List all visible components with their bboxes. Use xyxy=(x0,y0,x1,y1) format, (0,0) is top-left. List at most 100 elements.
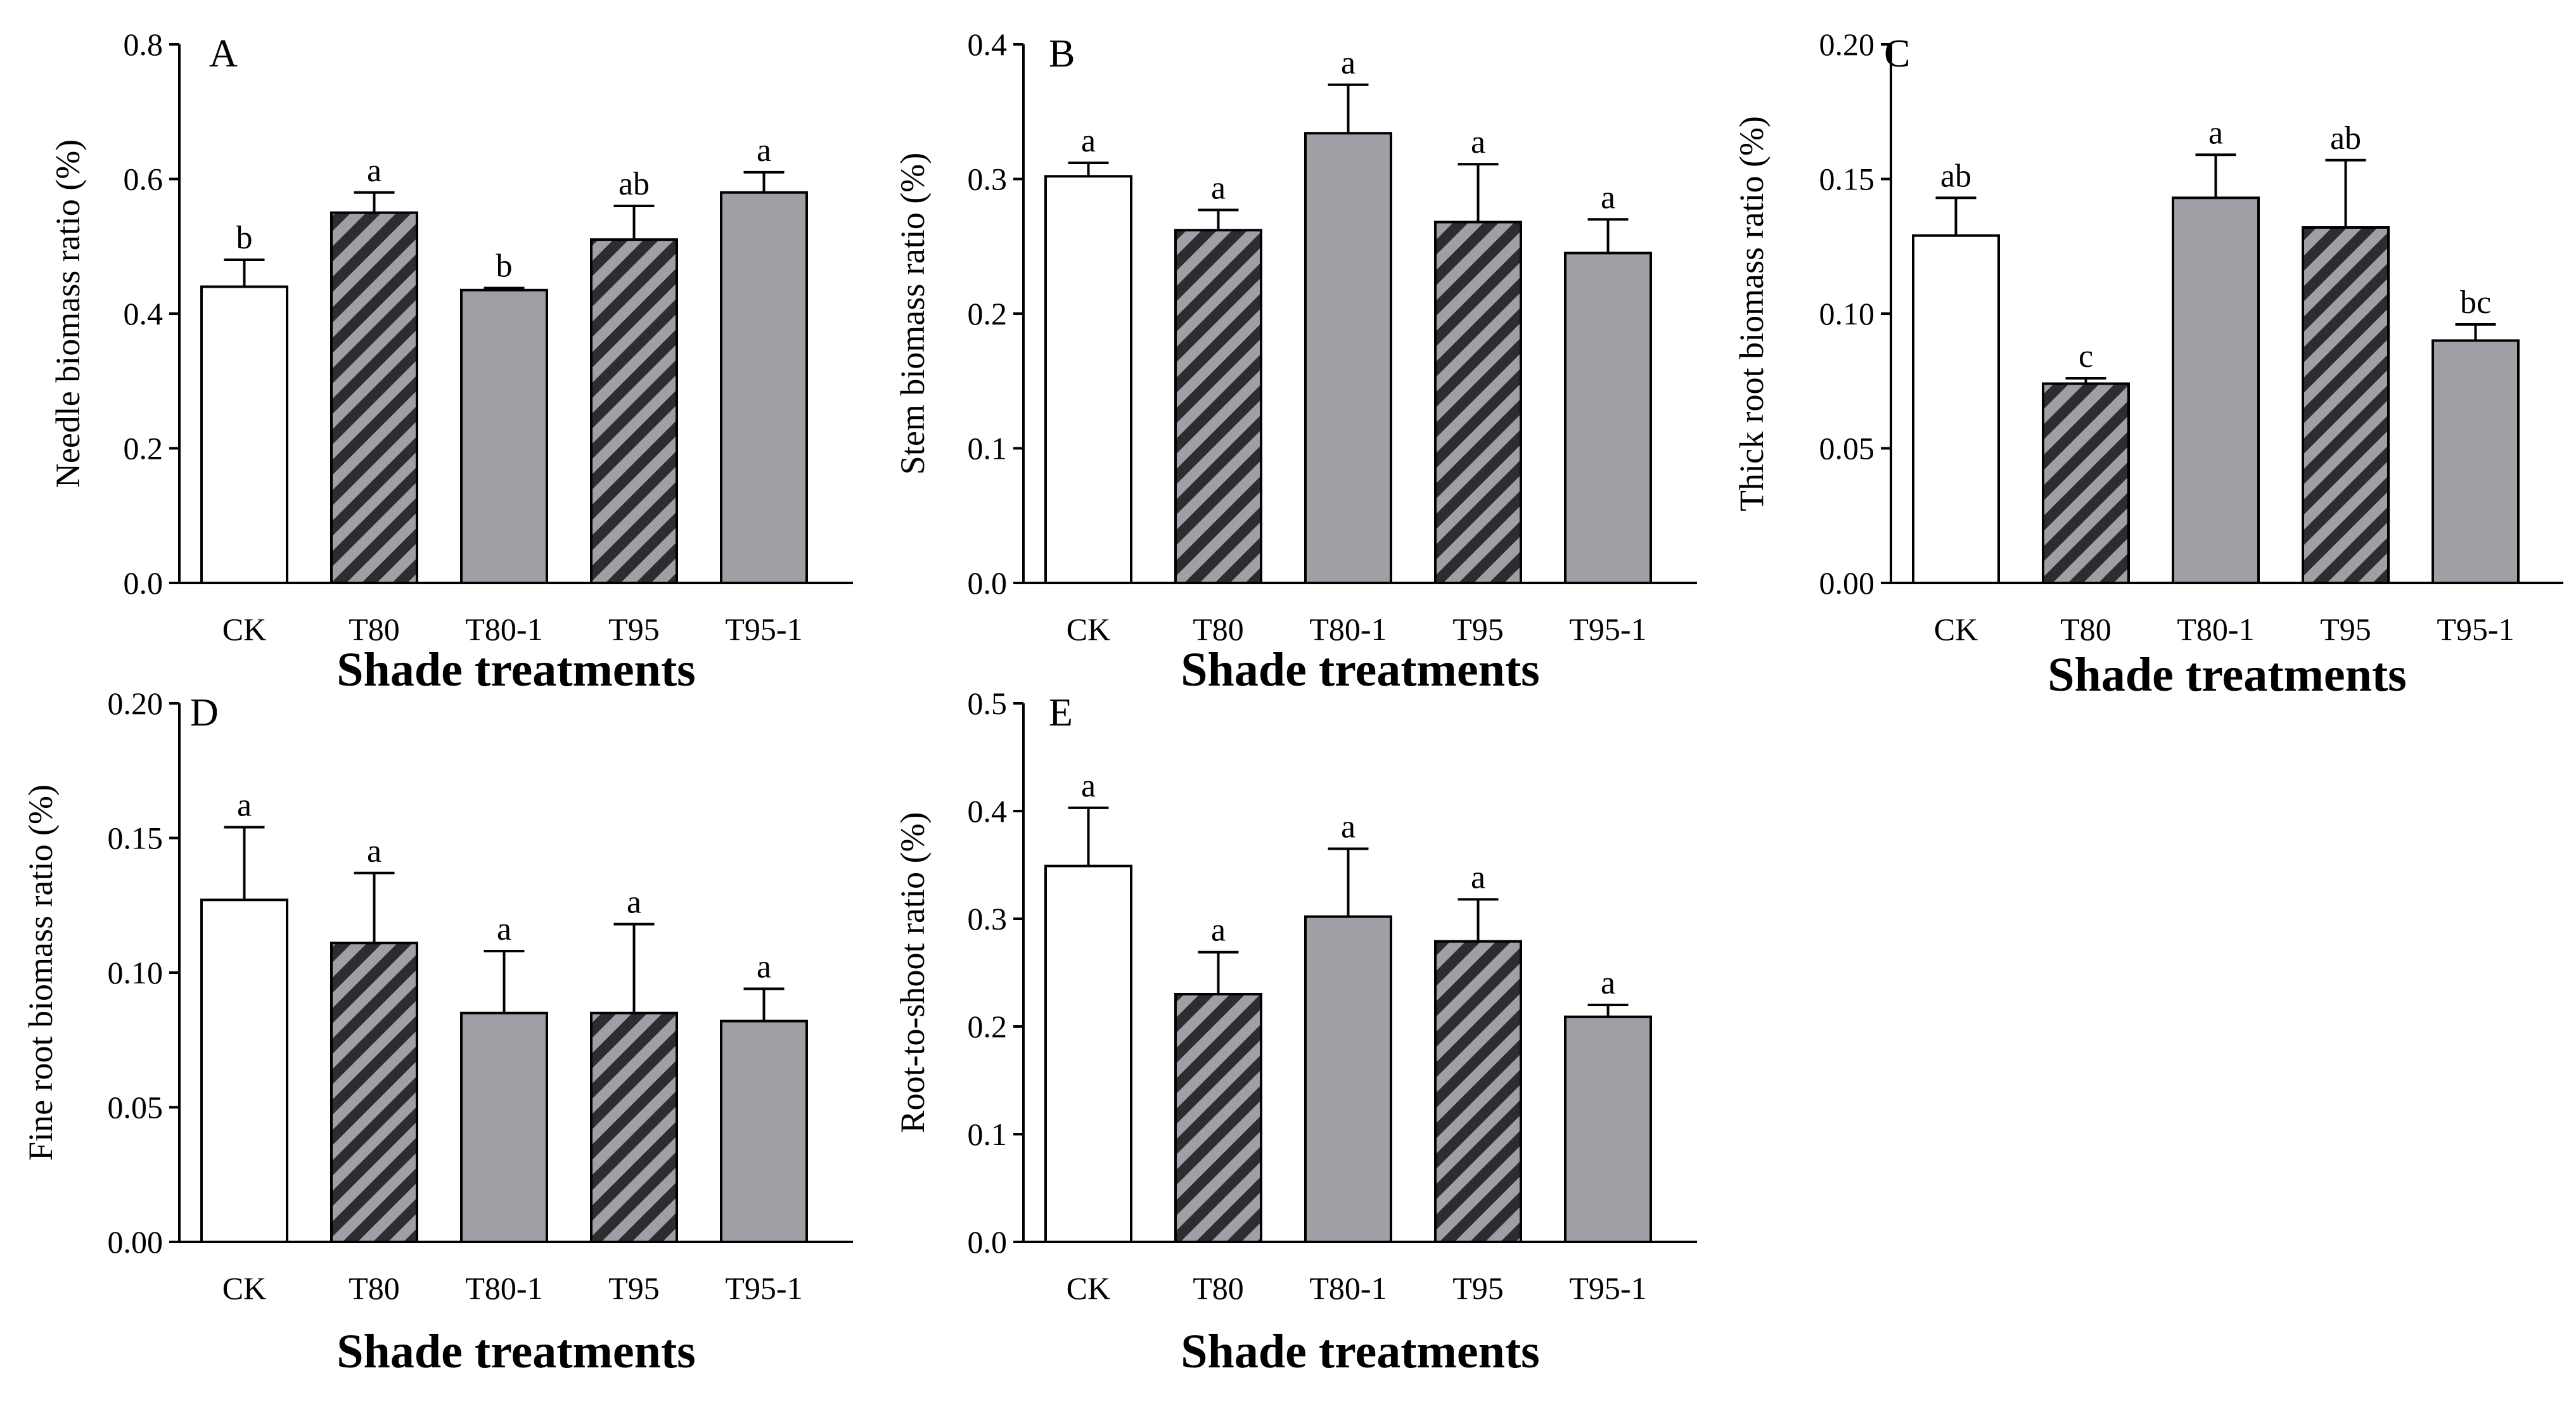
significance-letter: a xyxy=(367,153,381,189)
significance-letter: c xyxy=(2079,338,2093,374)
significance-letter: a xyxy=(367,833,381,869)
y-tick-label: 0.4 xyxy=(124,296,163,331)
x-axis-label: Shade treatments xyxy=(2047,648,2406,701)
y-tick-label: 0.00 xyxy=(108,1224,163,1260)
x-axis-label: Shade treatments xyxy=(1181,643,1539,696)
bar-t80-1 xyxy=(1304,132,1392,584)
y-tick-label: 0.8 xyxy=(124,27,163,62)
x-tick-label: T80 xyxy=(1193,1270,1244,1306)
y-tick-label: 0.4 xyxy=(968,793,1008,829)
x-axis-label: Shade treatments xyxy=(336,643,695,696)
significance-letter: b xyxy=(236,220,253,256)
significance-letter: a xyxy=(757,949,771,985)
bar-t95-1 xyxy=(720,191,808,584)
x-axis-label: Shade treatments xyxy=(336,1325,695,1378)
significance-letter: a xyxy=(1341,45,1355,81)
significance-letter: ab xyxy=(1940,158,1971,194)
panel-e: 0.0 0.1 0.2 0.3 0.4 0.5 a CK a T80 a T80-1 a T95 a T95-… xyxy=(894,686,1697,1378)
x-tick-label: T95-1 xyxy=(2437,611,2514,647)
y-tick-label: 0.15 xyxy=(1819,162,1875,197)
x-tick-label: T95 xyxy=(608,611,660,647)
bar-t80 xyxy=(2042,382,2130,584)
significance-letter: a xyxy=(1601,965,1615,1001)
bar-t95-1 xyxy=(1564,1015,1652,1243)
bar-t80-1 xyxy=(1304,915,1392,1243)
y-tick-label: 0.20 xyxy=(1819,27,1875,62)
bar-t80 xyxy=(1174,229,1262,584)
x-tick-label: T80-1 xyxy=(1309,1270,1387,1306)
x-tick-label: T95-1 xyxy=(725,611,802,647)
significance-letter: a xyxy=(757,132,771,169)
panel-d: 0.00 0.05 0.10 0.15 0.20 a CK a T80 a T80-1 a T95 a T9… xyxy=(22,686,853,1378)
y-tick-label: 0.4 xyxy=(968,27,1008,62)
panel-letter: E xyxy=(1049,691,1073,734)
bar-ck xyxy=(200,285,288,584)
bar-t80-1 xyxy=(460,1011,548,1243)
x-tick-label: CK xyxy=(1934,611,1978,647)
y-tick-label: 0.2 xyxy=(968,1009,1008,1044)
significance-letter: ab xyxy=(618,166,650,202)
y-tick-label: 0.00 xyxy=(1819,565,1875,601)
y-tick-label: 0.2 xyxy=(968,296,1008,331)
significance-letter: a xyxy=(1471,859,1485,895)
panel-letter: B xyxy=(1049,32,1075,75)
y-tick-label: 0.3 xyxy=(968,162,1008,197)
panel-c: 0.00 0.05 0.10 0.15 0.20 ab CK c T80 a T80-1 ab T95 b… xyxy=(1733,27,2563,701)
x-tick-label: T95 xyxy=(2320,611,2371,647)
x-tick-label: T80 xyxy=(349,611,400,647)
significance-letter: a xyxy=(1081,768,1096,804)
y-tick-label: 0.1 xyxy=(968,431,1008,466)
x-tick-label: CK xyxy=(222,1270,266,1306)
panel-letter: D xyxy=(190,691,219,734)
bar-t95-1 xyxy=(1564,252,1652,584)
y-axis-label: Fine root biomass ratio (%) xyxy=(22,784,60,1161)
bar-ck xyxy=(1044,864,1132,1243)
x-tick-label: T80 xyxy=(349,1270,400,1306)
bar-t80 xyxy=(330,942,418,1243)
x-tick-label: T80-1 xyxy=(2177,611,2254,647)
y-tick-label: 0.20 xyxy=(108,686,163,721)
significance-letter: a xyxy=(1081,123,1096,159)
y-tick-label: 0.0 xyxy=(968,1224,1008,1260)
significance-letter: a xyxy=(1341,809,1355,845)
x-tick-label: T95-1 xyxy=(1569,611,1646,647)
bar-ck xyxy=(1912,234,2000,584)
bar-t95 xyxy=(590,1011,678,1243)
bar-t80 xyxy=(330,211,418,584)
bar-t80-1 xyxy=(460,288,548,584)
y-tick-label: 0.15 xyxy=(108,821,163,856)
y-tick-label: 0.0 xyxy=(968,565,1008,601)
y-axis-label: Stem biomass ratio (%) xyxy=(894,153,932,475)
y-axis-label: Root-to-shoot ratio (%) xyxy=(894,812,932,1134)
y-axis-label: Thick root biomass ratio (%) xyxy=(1733,116,1771,511)
x-tick-label: T95 xyxy=(1452,611,1504,647)
panel-a: 0.0 0.2 0.4 0.6 0.8 b CK a T80 b T80-1 ab T95 a T95-1 A… xyxy=(49,27,853,696)
significance-letter: a xyxy=(2208,115,2223,151)
y-tick-label: 0.10 xyxy=(108,955,163,990)
significance-letter: ab xyxy=(2330,120,2361,157)
significance-letter: a xyxy=(497,911,511,947)
significance-letter: b xyxy=(496,248,513,285)
x-tick-label: T80 xyxy=(1193,611,1244,647)
significance-letter: a xyxy=(237,788,252,824)
x-tick-label: T80 xyxy=(2060,611,2111,647)
y-tick-label: 0.1 xyxy=(968,1116,1008,1152)
y-tick-label: 0.2 xyxy=(124,431,163,466)
significance-letter: a xyxy=(1211,912,1226,949)
bar-t95 xyxy=(1434,940,1522,1243)
panel-b: 0.0 0.1 0.2 0.3 0.4 a CK a T80 a T80-1 a T95 a T95-1 B S… xyxy=(894,27,1697,696)
y-tick-label: 0.05 xyxy=(108,1090,163,1125)
panel-letter: A xyxy=(209,32,238,75)
y-tick-label: 0.5 xyxy=(968,686,1008,721)
significance-letter: a xyxy=(1211,170,1226,206)
bar-t80 xyxy=(1174,993,1262,1243)
x-tick-label: T95-1 xyxy=(725,1270,802,1306)
y-tick-label: 0.6 xyxy=(124,162,163,197)
x-tick-label: T80-1 xyxy=(465,1270,542,1306)
bar-t95 xyxy=(2302,226,2390,584)
y-tick-label: 0.3 xyxy=(968,901,1008,937)
significance-letter: bc xyxy=(2460,285,2491,321)
x-tick-label: CK xyxy=(1067,611,1110,647)
bar-t95 xyxy=(590,238,678,584)
